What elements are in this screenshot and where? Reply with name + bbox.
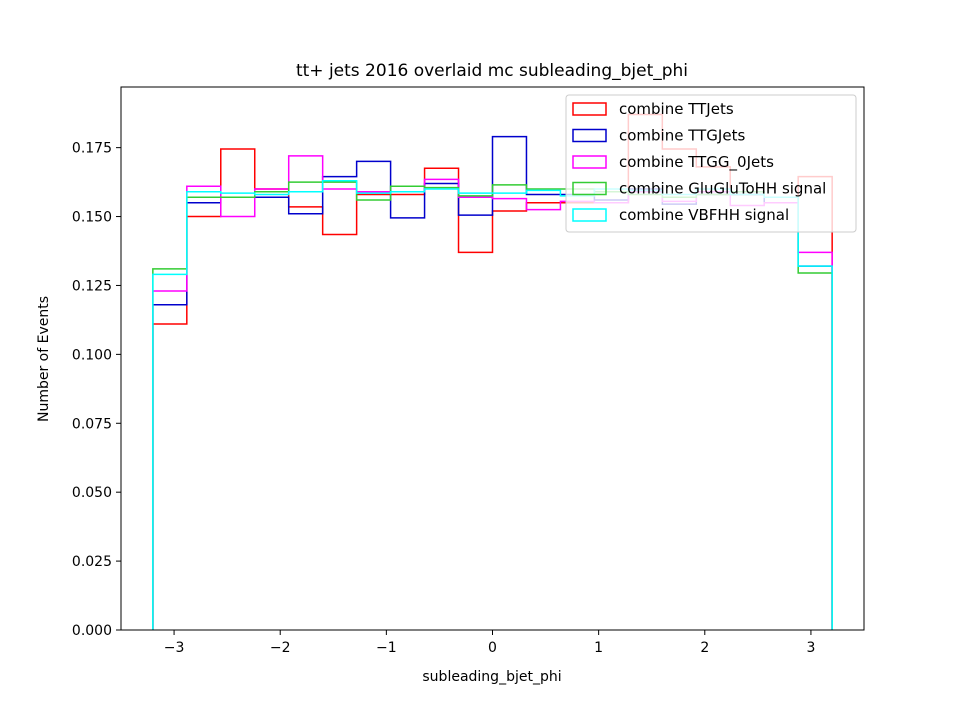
- x-tick-label: 2: [700, 640, 709, 656]
- legend: combine TTJets combine TTGJets combine TTG…: [565, 94, 857, 233]
- legend-swatch: [572, 181, 607, 196]
- legend-label: combine VBFHH signal: [619, 206, 789, 224]
- x-tick-label: −2: [270, 640, 291, 656]
- y-tick-label: 0.150: [72, 210, 112, 226]
- legend-label: combine GluGluToHH signal: [619, 180, 826, 198]
- y-tick-label: 0.000: [72, 623, 112, 639]
- y-tick-label: 0.175: [72, 141, 112, 157]
- y-tick-label: 0.025: [72, 554, 112, 570]
- legend-box: [565, 94, 857, 233]
- x-tick-label: 0: [488, 640, 497, 656]
- x-tick-label: 3: [806, 640, 815, 656]
- y-tick-label: 0.125: [72, 278, 112, 294]
- x-axis-label: subleading_bjet_phi: [422, 669, 561, 685]
- y-axis-label: Number of Events: [36, 296, 52, 422]
- y-axis-ticks: 0.000 0.025 0.050 0.075 0.100 0.125 0.150 0.175: [72, 141, 121, 639]
- legend-swatch: [572, 208, 607, 222]
- x-axis-ticks: −3 −2 −1 0 1 2 3: [164, 630, 815, 656]
- x-tick-label: −3: [164, 640, 185, 656]
- y-tick-label: 0.050: [72, 485, 112, 501]
- legend-label: combine TTGG_0Jets: [619, 153, 774, 172]
- legend-swatch: [572, 128, 607, 143]
- legend-swatch: [572, 102, 607, 116]
- x-tick-label: 1: [594, 640, 603, 656]
- chart-title: tt+ jets 2016 overlaid mc subleading_bje…: [296, 61, 688, 81]
- x-tick-label: −1: [376, 640, 397, 656]
- legend-label: combine TTGJets: [619, 127, 745, 145]
- legend-label: combine TTJets: [619, 100, 734, 118]
- y-tick-label: 0.075: [72, 416, 112, 432]
- legend-swatch: [572, 155, 607, 169]
- y-tick-label: 0.100: [72, 347, 112, 363]
